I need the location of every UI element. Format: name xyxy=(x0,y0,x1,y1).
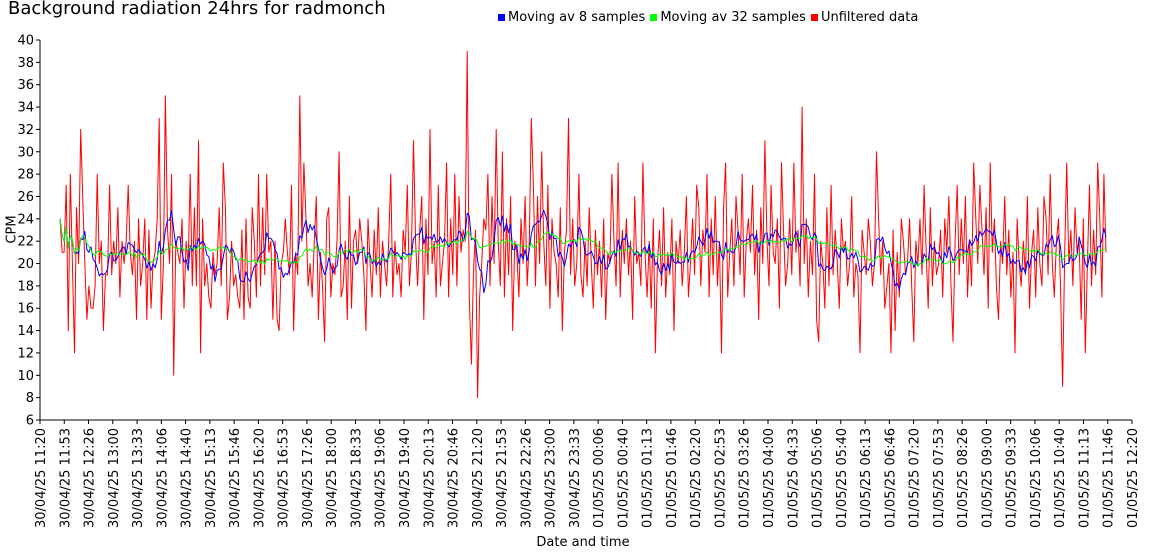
x-tick-label: 30/04/25 20:46 xyxy=(447,428,462,528)
x-tick-label: 30/04/25 15:13 xyxy=(204,428,219,528)
legend-swatch-blue xyxy=(498,14,505,21)
y-tick-label: 32 xyxy=(17,123,34,138)
x-tick-label: 30/04/25 23:00 xyxy=(544,428,559,528)
legend-label-unfiltered: Unfiltered data xyxy=(820,10,919,25)
x-tick-label: 01/05/25 10:40 xyxy=(1053,428,1068,528)
legend-swatch-green xyxy=(650,14,658,21)
legend-item-unfiltered: Unfiltered data xyxy=(810,10,919,25)
y-tick-label: 22 xyxy=(17,235,34,250)
legend-item-moving-av-8: Moving av 8 samples xyxy=(498,10,645,25)
y-tick-label: 8 xyxy=(26,391,34,406)
x-tick-label: 01/05/25 04:00 xyxy=(762,428,777,528)
x-tick-label: 01/05/25 11:46 xyxy=(1102,428,1117,528)
y-tick-label: 24 xyxy=(17,212,34,227)
x-tick-label: 30/04/25 16:20 xyxy=(252,428,267,528)
y-tick-label: 20 xyxy=(17,257,34,272)
x-tick-label: 01/05/25 03:26 xyxy=(738,428,753,528)
x-tick-label: 01/05/25 04:33 xyxy=(786,428,801,528)
x-tick-label: 30/04/25 16:53 xyxy=(277,428,292,528)
x-tick-label: 01/05/25 02:20 xyxy=(689,428,704,528)
x-tick-label: 01/05/25 00:40 xyxy=(616,428,631,528)
legend-label-moving-av-8: Moving av 8 samples xyxy=(508,10,646,25)
x-tick-label: 01/05/25 05:06 xyxy=(811,428,826,528)
x-tick-label: 30/04/25 18:33 xyxy=(349,428,364,528)
y-tick-label: 18 xyxy=(17,279,34,294)
x-tick-label: 30/04/25 14:40 xyxy=(180,428,195,528)
x-tick-label: 30/04/25 21:53 xyxy=(495,428,510,528)
x-tick-label: 30/04/25 13:33 xyxy=(131,428,146,528)
x-tick-label: 01/05/25 11:13 xyxy=(1077,428,1092,528)
x-tick-label: 30/04/25 20:13 xyxy=(422,428,437,528)
x-tick-label: 30/04/25 14:06 xyxy=(155,428,170,528)
x-tick-label: 01/05/25 06:46 xyxy=(883,428,898,528)
series-line-unfiltered xyxy=(59,50,1107,399)
y-tick-label: 12 xyxy=(17,346,34,361)
y-tick-label: 38 xyxy=(17,56,34,71)
x-tick-label: 30/04/25 17:26 xyxy=(301,428,316,528)
series-line-moving-av-32 xyxy=(59,218,1107,267)
y-tick-label: 6 xyxy=(26,414,34,429)
y-tick-label: 36 xyxy=(17,78,34,93)
y-tick-label: 14 xyxy=(17,324,34,339)
x-tick-label: 30/04/25 19:06 xyxy=(374,428,389,528)
series-line-moving-av-8 xyxy=(59,209,1107,294)
x-tick-label: 01/05/25 07:53 xyxy=(932,428,947,528)
y-tick-label: 30 xyxy=(17,145,34,160)
x-tick-label: 01/05/25 01:46 xyxy=(665,428,680,528)
legend-swatch-red xyxy=(810,14,818,21)
x-tick-label: 30/04/25 22:26 xyxy=(519,428,534,528)
legend-item-moving-av-32: Moving av 32 samples xyxy=(650,10,806,25)
legend-label-moving-av-32: Moving av 32 samples xyxy=(660,10,806,25)
x-tick-label: 30/04/25 11:53 xyxy=(58,428,73,528)
x-tick-label: 30/04/25 11:20 xyxy=(34,428,49,528)
y-tick-label: 34 xyxy=(17,101,34,116)
x-tick-label: 01/05/25 01:13 xyxy=(641,428,656,528)
x-axis-label: Date and time xyxy=(536,535,630,550)
y-axis-label: CPM xyxy=(4,215,20,244)
x-tick-label: 01/05/25 07:20 xyxy=(908,428,923,528)
x-tick-label: 30/04/25 15:46 xyxy=(228,428,243,528)
x-tick-label: 01/05/25 08:26 xyxy=(956,428,971,528)
x-tick-label: 01/05/25 06:13 xyxy=(859,428,874,528)
y-tick-label: 16 xyxy=(17,302,34,317)
x-tick-label: 30/04/25 21:20 xyxy=(471,428,486,528)
legend: Moving av 8 samples Moving av 32 samples… xyxy=(498,10,923,25)
x-tick-label: 30/04/25 18:00 xyxy=(325,428,340,528)
x-tick-label: 01/05/25 09:00 xyxy=(980,428,995,528)
y-tick-label: 40 xyxy=(17,34,34,49)
x-tick-label: 30/04/25 12:26 xyxy=(83,428,98,528)
x-tick-label: 30/04/25 13:00 xyxy=(107,428,122,528)
x-tick-label: 01/05/25 10:06 xyxy=(1029,428,1044,528)
chart-title: Background radiation 24hrs for radmonch xyxy=(8,0,386,19)
y-tick-label: 28 xyxy=(17,168,34,183)
x-tick-label: 30/04/25 23:33 xyxy=(568,428,583,528)
y-tick-label: 10 xyxy=(17,369,34,384)
x-tick-label: 01/05/25 00:06 xyxy=(592,428,607,528)
x-tick-label: 01/05/25 02:53 xyxy=(713,428,728,528)
y-tick-label: 26 xyxy=(17,190,34,205)
x-tick-label: 30/04/25 19:40 xyxy=(398,428,413,528)
x-tick-label: 01/05/25 12:20 xyxy=(1126,428,1141,528)
x-tick-label: 01/05/25 09:33 xyxy=(1005,428,1020,528)
x-tick-label: 01/05/25 05:40 xyxy=(835,428,850,528)
